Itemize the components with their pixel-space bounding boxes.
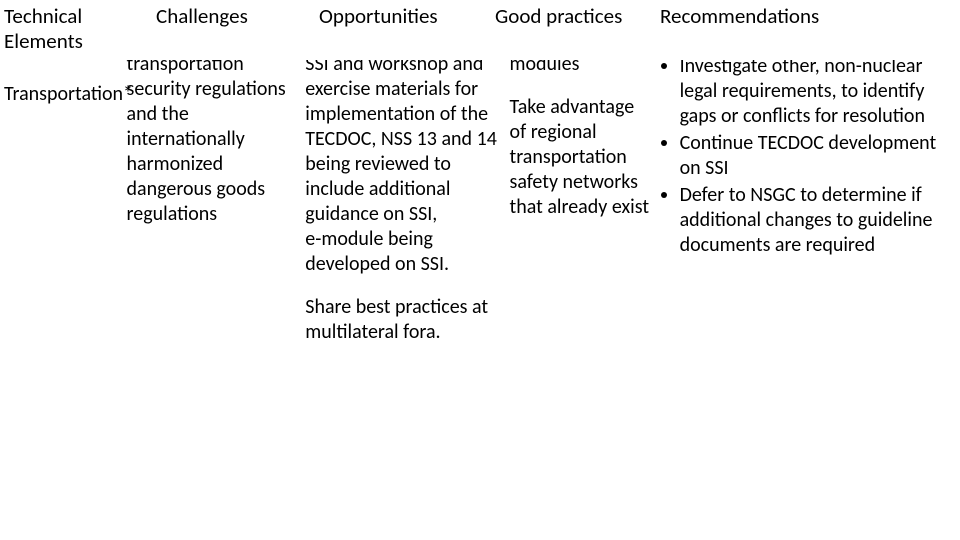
good-practices-p2: Take advantage of regional transportatio… (510, 95, 650, 220)
col-header-opportunities: Opportunities (295, 4, 495, 54)
header-bar: Technical Elements Challenges Opportunit… (0, 0, 960, 60)
recommendation-item: Continue TECDOC development on SSI (680, 131, 956, 181)
col-header-recommendations: Recommendations (640, 4, 940, 54)
col-header-technical-elements: Technical Elements (0, 4, 120, 54)
opportunities-p3: Share best practices at multilateral for… (305, 295, 501, 345)
opportunities-p2: e-module being developed on SSI. (305, 227, 501, 277)
recommendation-item: Defer to NSGC to determine if additional… (680, 183, 956, 258)
technical-elements-value: Transportation* (4, 82, 133, 106)
col-header-good-practices: Good practices (495, 4, 640, 54)
recommendation-item: Investigate other, non-nuclear legal req… (680, 54, 956, 129)
page: Transportation* Lack of coherence betwee… (0, 0, 960, 540)
col-header-challenges: Challenges (120, 4, 295, 54)
